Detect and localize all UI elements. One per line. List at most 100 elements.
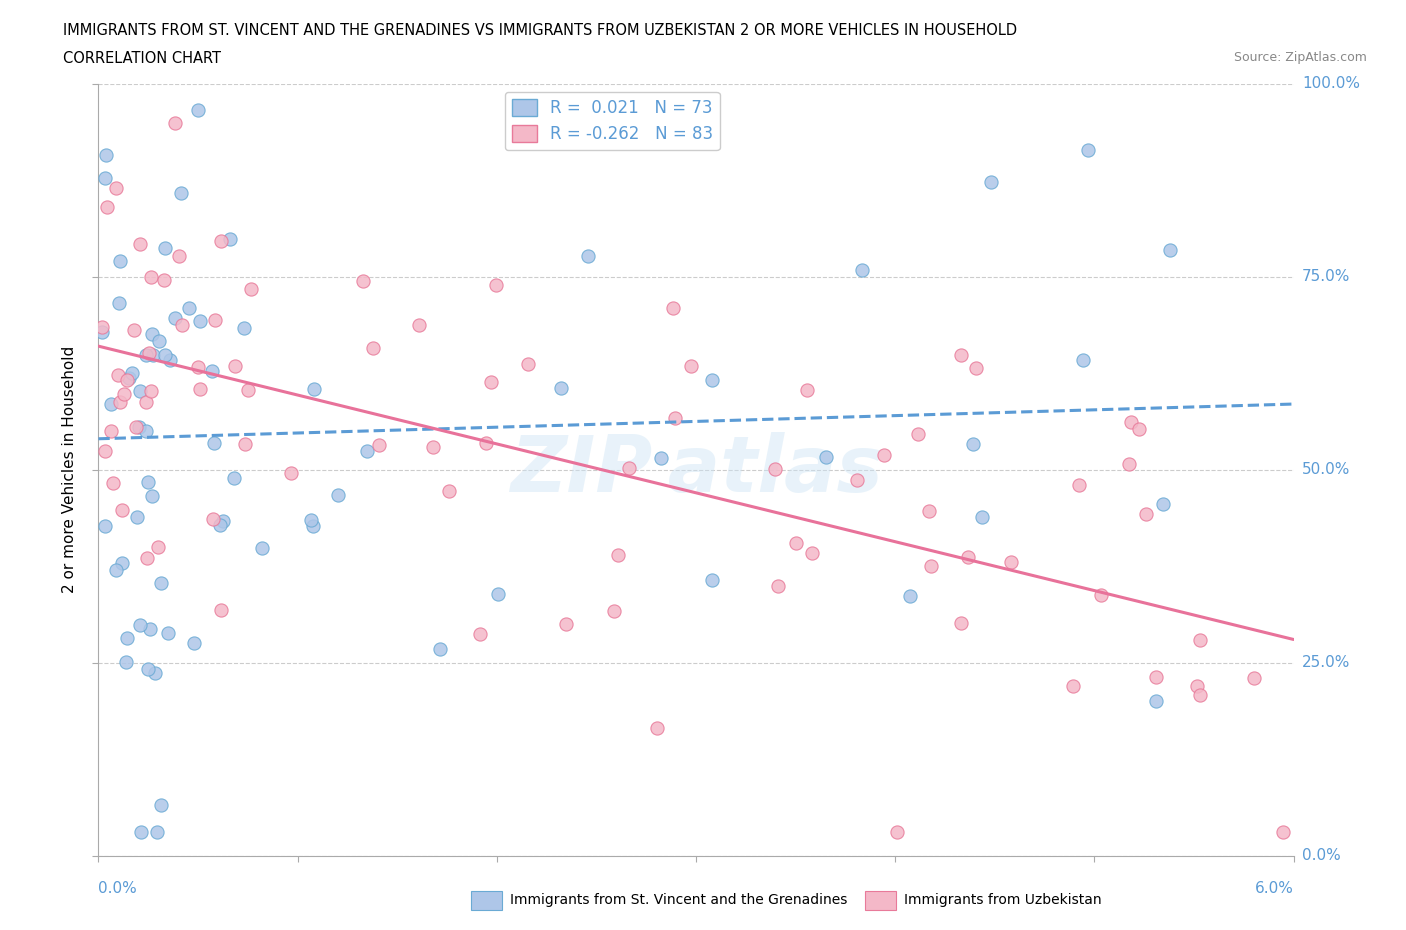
Text: IMMIGRANTS FROM ST. VINCENT AND THE GRENADINES VS IMMIGRANTS FROM UZBEKISTAN 2 O: IMMIGRANTS FROM ST. VINCENT AND THE GREN… [63, 23, 1018, 38]
Point [153, 241, 176, 256]
Point [949, 348, 972, 363]
Point [129, 618, 152, 633]
Point [163, 311, 186, 325]
Point [208, 518, 231, 533]
Point [328, 488, 350, 503]
Point [1090, 588, 1112, 603]
Point [422, 439, 444, 454]
Point [603, 604, 626, 618]
Point [159, 352, 181, 367]
Point [1069, 477, 1091, 492]
Point [429, 642, 451, 657]
Point [785, 536, 807, 551]
Point [617, 460, 640, 475]
Legend: R =  0.021   N = 73, R = -0.262   N = 83: R = 0.021 N = 73, R = -0.262 N = 83 [505, 92, 720, 150]
Point [108, 296, 131, 311]
Point [352, 273, 374, 288]
Point [141, 326, 163, 341]
Point [94, 518, 117, 533]
Point [201, 364, 224, 379]
Point [156, 626, 179, 641]
Point [218, 232, 240, 246]
Point [576, 248, 599, 263]
Point [117, 631, 139, 645]
Point [110, 394, 132, 409]
Point [135, 424, 157, 439]
Point [950, 616, 973, 631]
Point [1119, 415, 1142, 430]
Y-axis label: 2 or more Vehicles in Household: 2 or more Vehicles in Household [62, 346, 77, 593]
Point [1272, 825, 1295, 840]
Point [1188, 632, 1211, 647]
Point [299, 513, 322, 528]
Text: ZIP atlas: ZIP atlas [509, 432, 883, 508]
Point [980, 175, 1002, 190]
Point [918, 503, 941, 518]
Point [250, 540, 273, 555]
Point [224, 359, 246, 374]
Point [112, 387, 135, 402]
Point [127, 509, 149, 524]
Point [1128, 421, 1150, 436]
Point [177, 300, 200, 315]
Point [650, 451, 672, 466]
Point [149, 576, 172, 591]
Point [965, 361, 987, 376]
Point [124, 420, 146, 435]
Point [105, 563, 128, 578]
Point [846, 472, 869, 487]
Point [224, 471, 246, 485]
Point [91, 325, 114, 339]
Point [800, 546, 823, 561]
Point [167, 249, 190, 264]
Point [170, 185, 193, 200]
Point [121, 366, 143, 381]
Text: CORRELATION CHART: CORRELATION CHART [63, 51, 221, 66]
Point [141, 489, 163, 504]
Point [367, 438, 389, 453]
Point [111, 556, 134, 571]
Point [486, 586, 509, 601]
Point [107, 367, 129, 382]
Text: Immigrants from Uzbekistan: Immigrants from Uzbekistan [904, 893, 1102, 908]
Point [475, 435, 498, 450]
Point [356, 444, 378, 458]
Point [115, 655, 138, 670]
Point [118, 370, 141, 385]
Point [1077, 142, 1099, 157]
Point [187, 360, 209, 375]
Point [479, 374, 502, 389]
Point [240, 281, 263, 296]
Point [664, 411, 686, 426]
Point [131, 825, 153, 840]
Point [1188, 688, 1211, 703]
Point [898, 589, 921, 604]
Point [302, 382, 325, 397]
Point [153, 348, 176, 363]
Point [763, 462, 786, 477]
Text: Source: ZipAtlas.com: Source: ZipAtlas.com [1233, 51, 1367, 64]
Point [700, 573, 723, 588]
Point [962, 436, 984, 451]
Text: 100.0%: 100.0% [1302, 76, 1360, 91]
Point [408, 317, 430, 332]
Text: 75.0%: 75.0% [1302, 269, 1350, 285]
Point [700, 373, 723, 388]
Point [523, 100, 546, 114]
Point [94, 147, 117, 162]
Point [796, 382, 818, 397]
Point [148, 334, 170, 349]
Point [122, 323, 145, 338]
Text: 6.0%: 6.0% [1254, 881, 1294, 896]
Point [815, 450, 838, 465]
Point [188, 313, 211, 328]
Point [135, 347, 157, 362]
Point [136, 474, 159, 489]
Point [907, 427, 929, 442]
Point [139, 621, 162, 636]
Point [681, 359, 703, 374]
Text: 0.0%: 0.0% [1302, 848, 1340, 863]
Point [163, 115, 186, 130]
Point [550, 380, 572, 395]
Point [202, 512, 225, 526]
